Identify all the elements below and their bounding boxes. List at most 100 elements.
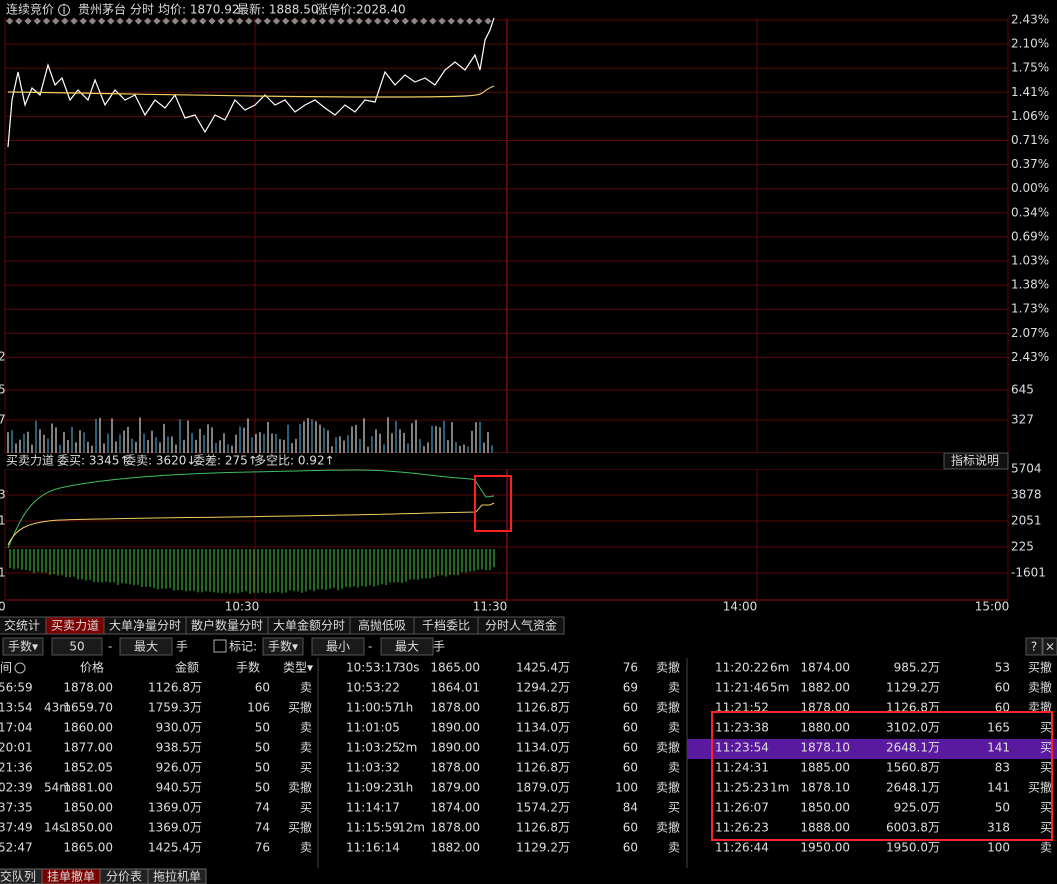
bottom-tab-label[interactable]: 分价表 bbox=[106, 870, 142, 884]
price-axis-label: 0.71% bbox=[1011, 133, 1049, 147]
tab-label[interactable]: 交统计 bbox=[4, 618, 40, 633]
mark-checkbox[interactable] bbox=[213, 639, 227, 653]
tab-label[interactable]: 散户数量分时 bbox=[191, 618, 263, 633]
unit2-select[interactable]: 手数▾ bbox=[268, 639, 298, 654]
price-axis-label: 2.07% bbox=[1011, 326, 1049, 340]
indicator-help[interactable]: 指标说明 bbox=[951, 453, 999, 468]
trade-lots: 50 bbox=[255, 761, 270, 775]
volume-axis-label: 645 bbox=[1011, 383, 1034, 397]
price-axis-label: 0.34% bbox=[1011, 205, 1049, 219]
trade-age: 6m bbox=[770, 661, 789, 675]
indicator-axis-label: 3878 bbox=[1011, 488, 1042, 502]
help-button[interactable]: ? bbox=[1031, 640, 1037, 654]
min2-input-box[interactable] bbox=[311, 637, 365, 656]
trade-time: 13:54 bbox=[0, 701, 33, 715]
unit-select[interactable]: 手数▾ bbox=[8, 639, 38, 654]
trade-time: 11:25:23 bbox=[715, 781, 769, 795]
unit-select-box[interactable] bbox=[2, 637, 44, 656]
trade-amount: 1369.0万 bbox=[148, 821, 202, 835]
help-button-box[interactable] bbox=[1025, 637, 1043, 656]
trade-lots: 165 bbox=[987, 721, 1010, 735]
trade-lots: 318 bbox=[987, 821, 1010, 835]
indicator-diff: 委差: 275↑ bbox=[193, 454, 258, 468]
trade-amount: 1560.8万 bbox=[886, 761, 940, 775]
trade-type: 卖撤 bbox=[656, 780, 680, 795]
trade-time: 11:16:14 bbox=[346, 841, 400, 855]
column-header: 价格 bbox=[80, 660, 104, 675]
trade-lots: 60 bbox=[995, 681, 1010, 695]
tab[interactable] bbox=[477, 616, 565, 635]
left-axis-label: 7 bbox=[0, 413, 6, 427]
trade-price: 1878.10 bbox=[800, 741, 850, 755]
indicator-name: 买卖力道 bbox=[6, 454, 54, 468]
trade-lots: 83 bbox=[995, 761, 1010, 775]
trade-type: 卖 bbox=[1040, 841, 1052, 855]
tab-label[interactable]: 买卖力道 bbox=[51, 619, 99, 633]
trade-lots: 76 bbox=[255, 841, 270, 855]
stock: 贵州茅台 bbox=[78, 2, 126, 17]
trade-lots: 60 bbox=[623, 761, 638, 775]
close-button-box[interactable] bbox=[1042, 637, 1057, 656]
trade-type: 卖撤 bbox=[1028, 680, 1052, 695]
trade-age: 5m bbox=[770, 681, 789, 695]
indicator-buy: 委买: 3345↑ bbox=[57, 454, 129, 468]
trade-lots: 100 bbox=[987, 841, 1010, 855]
price-axis-label: 0.69% bbox=[1011, 229, 1049, 243]
trade-time: 37:49 bbox=[0, 821, 33, 835]
max2-input-box[interactable] bbox=[380, 637, 434, 656]
help-box bbox=[943, 452, 1009, 470]
trade-type: 卖撤 bbox=[656, 820, 680, 835]
trade-price: 1659.70 bbox=[63, 701, 113, 715]
max-input[interactable]: 最大 bbox=[134, 640, 158, 654]
auction-dot bbox=[15, 17, 23, 25]
trade-price: 1879.00 bbox=[430, 781, 480, 795]
tab-label[interactable]: 千档委比 bbox=[422, 619, 470, 633]
trade-type: 卖 bbox=[300, 721, 312, 735]
bottom-tab-label[interactable]: 挂单撤单 bbox=[47, 869, 95, 884]
trade-amount: 1129.2万 bbox=[886, 681, 940, 695]
tab-label[interactable]: 分时人气资金 bbox=[485, 618, 557, 633]
price-axis-label: 2.43% bbox=[1011, 13, 1049, 27]
bottom-tab-label[interactable]: 拖拉机单 bbox=[153, 869, 201, 884]
indicator-ratio: 多空比: 0.92↑ bbox=[254, 454, 335, 468]
min-input-box[interactable] bbox=[51, 637, 103, 656]
left-axis-label: 3 bbox=[0, 488, 6, 502]
trade-amount: 1950.0万 bbox=[886, 841, 940, 855]
bottom-tab-label[interactable]: 交队列 bbox=[0, 869, 36, 884]
price-axis-label: 1.41% bbox=[1011, 85, 1049, 99]
trade-time: 11:26:23 bbox=[715, 821, 769, 835]
trade-time: 11:23:38 bbox=[715, 721, 769, 735]
tab-label[interactable]: 高抛低吸 bbox=[358, 618, 406, 633]
tab-label[interactable]: 大单金额分时 bbox=[273, 618, 345, 633]
trade-type: 买 bbox=[1040, 821, 1052, 835]
trade-amount: 1126.8万 bbox=[516, 761, 570, 775]
unit2-select-box[interactable] bbox=[262, 637, 304, 656]
trade-type: 卖 bbox=[668, 721, 680, 735]
trade-type: 买 bbox=[668, 801, 680, 815]
trade-type: 卖 bbox=[668, 761, 680, 775]
trade-age: 1h bbox=[398, 701, 413, 715]
column-header[interactable]: 类型▾ bbox=[283, 661, 313, 675]
trade-age: 2m bbox=[398, 741, 417, 755]
min2-input[interactable]: 最小 bbox=[326, 640, 350, 654]
tab-label[interactable]: 大单净量分时 bbox=[109, 619, 181, 633]
max2-input[interactable]: 最大 bbox=[395, 640, 419, 654]
time-axis-label: 10:30 bbox=[225, 600, 260, 614]
bottom-tab[interactable] bbox=[147, 868, 207, 884]
trade-time: 10:53:22 bbox=[346, 681, 400, 695]
trade-price: 1878.00 bbox=[63, 681, 113, 695]
left-axis-label: 0 bbox=[0, 600, 6, 614]
trade-lots: 50 bbox=[255, 741, 270, 755]
view: 分时 bbox=[130, 3, 154, 17]
trade-price: 1850.00 bbox=[800, 801, 850, 815]
trade-amount: 1126.8万 bbox=[516, 821, 570, 835]
max-input-box[interactable] bbox=[119, 637, 173, 656]
trade-lots: 76 bbox=[623, 661, 638, 675]
highlight-box bbox=[474, 475, 512, 532]
close-button[interactable]: × bbox=[1045, 640, 1055, 654]
min-input[interactable]: 50 bbox=[69, 640, 84, 654]
trade-price: 1878.10 bbox=[800, 781, 850, 795]
trade-lots: 74 bbox=[255, 821, 270, 835]
